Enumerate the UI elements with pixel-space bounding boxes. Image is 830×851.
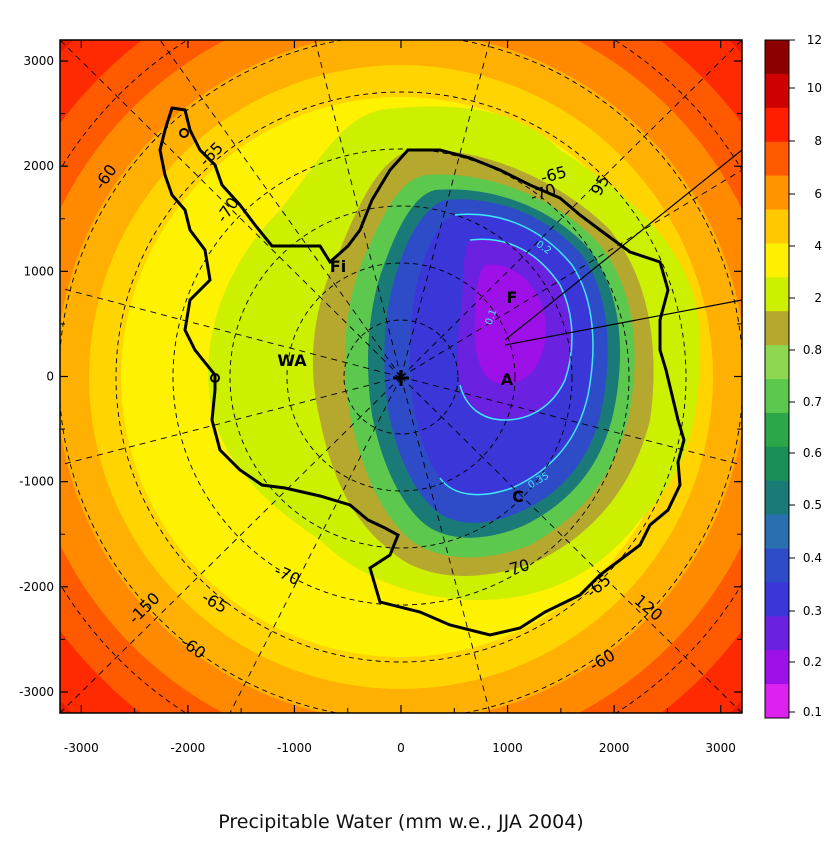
colorbar-swatch — [765, 379, 789, 414]
x-tick-label: -3000 — [64, 741, 99, 755]
y-axis: 3000 2000 1000 0 -1000 -2000 -3000 — [19, 54, 742, 699]
colorbar-swatch — [765, 277, 789, 312]
colorbar-swatch — [765, 616, 789, 651]
colorbar-swatch — [765, 446, 789, 482]
station-dot-a-ring — [179, 128, 189, 138]
colorbar-level-label: 6 — [814, 187, 822, 201]
station-label: C — [512, 487, 524, 506]
latitude-circles — [60, 40, 742, 713]
colorbar-level-label: 8 — [814, 134, 822, 148]
y-tick-label: 0 — [46, 370, 54, 384]
colorbar-swatch — [765, 243, 789, 278]
colorbar-swatch — [765, 175, 789, 210]
colorbar: 12 10 8 6 4 2 0.8 0.7 0.6 0.5 0.4 0.3 0.2 0.1 — [764, 33, 822, 719]
colorbar-level-label: 0.3 — [803, 604, 822, 618]
colorbar-level-label: 0.7 — [803, 395, 822, 409]
colorbar-swatch — [765, 412, 789, 448]
y-tick-label: -1000 — [19, 475, 54, 489]
x-tick-label: 3000 — [705, 741, 736, 755]
colorbar-swatch — [765, 345, 789, 380]
colorbar-swatch — [765, 514, 789, 549]
y-tick-label: -2000 — [19, 580, 54, 594]
y-tick-label: 2000 — [23, 159, 54, 173]
colorbar-swatch — [765, 209, 789, 244]
colorbar-swatch — [765, 480, 789, 516]
x-tick-label: 0 — [397, 741, 405, 755]
colorbar-level-label: 2 — [814, 291, 822, 305]
colorbar-swatch — [765, 684, 789, 719]
colorbar-swatch — [765, 582, 789, 617]
colorbar-swatch — [765, 311, 789, 346]
colorbar-frame — [764, 39, 790, 719]
colorbar-swatch — [765, 107, 789, 143]
y-tick-label: 3000 — [23, 54, 54, 68]
x-tick-label: -2000 — [170, 741, 205, 755]
contour-label: 0.1 — [484, 308, 500, 327]
colorbar-level-label: 10 — [807, 81, 822, 95]
x-tick-label: -1000 — [277, 741, 312, 755]
colorbar-level-label: 0.5 — [803, 498, 822, 512]
x-tick-label: 2000 — [599, 741, 630, 755]
colorbar-level-label: 0.2 — [803, 655, 822, 669]
colorbar-level-label: 0.8 — [803, 343, 822, 357]
y-tick-label: -3000 — [19, 685, 54, 699]
colorbar-swatch — [765, 650, 789, 685]
y-tick-label: 1000 — [23, 264, 54, 278]
colorbar-level-label: 12 — [807, 33, 822, 47]
colorbar-level-label: 0.6 — [803, 446, 822, 460]
antarctic-coastline — [158, 106, 686, 637]
colorbar-swatch — [765, 141, 789, 177]
colorbar-swatch — [765, 548, 789, 583]
pole-marker — [393, 370, 409, 386]
x-tick-label: 1000 — [492, 741, 523, 755]
colorbar-swatch — [765, 73, 789, 109]
x-axis: -3000 -2000 -1000 0 1000 2000 3000 — [64, 40, 736, 755]
chart-title: Precipitable Water (mm w.e., JJA 2004) — [218, 811, 583, 833]
station-label: F — [507, 288, 518, 307]
station-label: Fi — [330, 257, 346, 276]
colorbar-level-label: 4 — [814, 239, 822, 253]
colorbar-swatch — [765, 40, 789, 75]
station-label: WA — [277, 351, 307, 370]
colorbar-level-label: 0.4 — [803, 551, 822, 565]
meridian-lines — [60, 40, 742, 713]
station-label: A — [501, 370, 514, 389]
colorbar-level-label: 0.1 — [803, 705, 822, 719]
